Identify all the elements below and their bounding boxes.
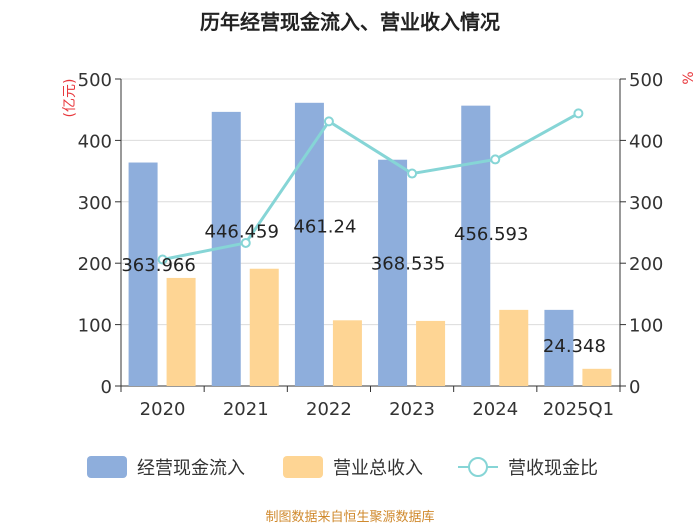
data-label: 456.593 bbox=[454, 224, 528, 245]
line-point bbox=[573, 108, 584, 119]
bar-cash-inflow bbox=[378, 159, 408, 386]
y-left-tick-label: 200 bbox=[78, 254, 112, 275]
y-right-tick-label: 500 bbox=[629, 70, 663, 91]
legend-swatch bbox=[283, 456, 323, 478]
x-tick-label: 2023 bbox=[389, 399, 435, 420]
x-tick-label: 2021 bbox=[223, 399, 269, 420]
source-note: 制图数据来自恒生聚源数据库 bbox=[265, 510, 435, 525]
legend-label: 营业总收入 bbox=[333, 458, 423, 479]
line-point bbox=[407, 168, 418, 179]
y-left-tick-label: 400 bbox=[78, 131, 112, 152]
line-point bbox=[323, 116, 334, 127]
bar-cash-inflow bbox=[461, 105, 491, 386]
y-right-tick-label: 400 bbox=[629, 131, 663, 152]
bar-revenue bbox=[416, 320, 446, 386]
data-label: 363.966 bbox=[121, 255, 195, 276]
bar-cash-inflow bbox=[128, 162, 158, 386]
legend-marker bbox=[468, 457, 488, 477]
data-label: 446.459 bbox=[205, 222, 279, 243]
x-tick-label: 2022 bbox=[306, 399, 352, 420]
legend-swatch bbox=[87, 456, 127, 478]
y-right-tick-label: 200 bbox=[629, 254, 663, 275]
legend-label: 营收现金比 bbox=[508, 458, 598, 479]
y-left-axis-label: (亿元) bbox=[62, 79, 78, 118]
legend-label: 经营现金流入 bbox=[137, 458, 245, 479]
x-tick-label: 2020 bbox=[140, 399, 186, 420]
y-left-tick-label: 500 bbox=[78, 70, 112, 91]
data-label: 461.24 bbox=[293, 217, 356, 238]
data-label: 24.348 bbox=[543, 336, 606, 357]
line-point bbox=[157, 254, 168, 265]
y-right-axis-label: % bbox=[681, 71, 697, 84]
x-tick-label: 2025Q1 bbox=[543, 399, 614, 420]
y-left-tick-label: 0 bbox=[101, 377, 112, 398]
bar-cash-inflow bbox=[294, 102, 324, 386]
x-tick-label: 2024 bbox=[472, 399, 518, 420]
y-left-tick-label: 300 bbox=[78, 193, 112, 214]
line-point bbox=[490, 154, 501, 165]
y-right-tick-label: 0 bbox=[629, 377, 640, 398]
y-right-tick-label: 100 bbox=[629, 316, 663, 337]
bar-revenue bbox=[582, 368, 612, 386]
bar-cash-inflow bbox=[544, 309, 574, 386]
y-left-tick-label: 100 bbox=[78, 316, 112, 337]
y-right-tick-label: 300 bbox=[629, 193, 663, 214]
bar-revenue bbox=[249, 268, 279, 386]
bar-revenue bbox=[166, 277, 196, 386]
line-point bbox=[240, 237, 251, 248]
bar-revenue bbox=[499, 309, 529, 386]
bar-revenue bbox=[332, 320, 362, 386]
data-label: 368.535 bbox=[371, 254, 445, 275]
line-cash-ratio bbox=[162, 112, 580, 261]
chart-title: 历年经营现金流入、营业收入情况 bbox=[200, 10, 500, 34]
